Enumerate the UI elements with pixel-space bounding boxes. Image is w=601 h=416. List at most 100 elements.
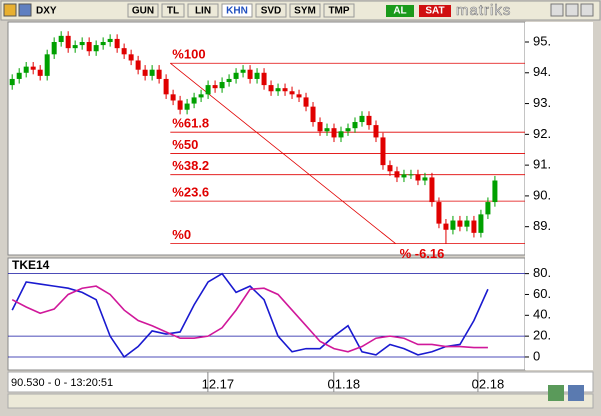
toolbar-button[interactable]: SVD bbox=[261, 6, 282, 17]
candle-body bbox=[408, 174, 414, 176]
toolbar-button[interactable]: SYM bbox=[294, 6, 316, 17]
candle-body bbox=[142, 69, 148, 76]
toolbar-button-bg[interactable] bbox=[187, 3, 219, 18]
candle-body bbox=[394, 171, 400, 178]
candle-body bbox=[268, 85, 274, 92]
candle-body bbox=[93, 45, 99, 52]
candle-body bbox=[289, 91, 295, 95]
candle-body bbox=[324, 128, 330, 132]
candle-body bbox=[261, 72, 267, 86]
candle-body bbox=[233, 72, 239, 79]
candle-body bbox=[212, 85, 218, 89]
sell-button-bg[interactable] bbox=[419, 5, 451, 17]
toolbar-button-bg[interactable] bbox=[323, 3, 355, 18]
toolbar-button-bg[interactable] bbox=[289, 3, 321, 18]
scrollbar[interactable] bbox=[7, 393, 594, 409]
y-tick-label: 0 bbox=[533, 348, 540, 363]
y-tick-label: 40. bbox=[533, 307, 551, 322]
y-tick-label: 90. bbox=[533, 187, 551, 202]
y-axis-area bbox=[525, 22, 593, 370]
y-tick-label: 80. bbox=[533, 265, 551, 280]
refresh-button[interactable] bbox=[548, 385, 564, 401]
y-tick-label: 93. bbox=[533, 95, 551, 110]
fib-label: %38.2 bbox=[172, 158, 209, 173]
candle-body bbox=[156, 69, 162, 79]
candle-body bbox=[198, 94, 204, 98]
symbol-icon[interactable] bbox=[18, 3, 32, 17]
candle-body bbox=[275, 88, 281, 92]
candle-body bbox=[16, 72, 22, 79]
candle-body bbox=[296, 94, 302, 98]
maximize-button[interactable] bbox=[565, 3, 579, 17]
candle-body bbox=[226, 78, 232, 83]
status: 90.530 - 0 - 13:20:51 bbox=[11, 377, 113, 389]
candle-body bbox=[205, 85, 211, 95]
y-tick-label: 89. bbox=[533, 218, 551, 233]
sell-button[interactable]: SAT bbox=[425, 6, 444, 17]
fib-label: %0 bbox=[172, 227, 191, 242]
indicator-line bbox=[11, 272, 489, 359]
y-tick-label: 94. bbox=[533, 64, 551, 79]
x-tick-label: 01.18 bbox=[328, 376, 361, 391]
toolbar-button-bg[interactable] bbox=[255, 3, 287, 18]
candle-body bbox=[9, 78, 15, 86]
candle-body bbox=[79, 42, 85, 46]
candle-body bbox=[331, 128, 337, 138]
menu-icon[interactable] bbox=[3, 3, 17, 17]
toolbar-button[interactable]: GUN bbox=[132, 6, 154, 17]
fib-label: %23.6 bbox=[172, 185, 209, 200]
candle-body bbox=[72, 45, 78, 49]
candle-body bbox=[345, 128, 351, 132]
buy-button[interactable]: AL bbox=[393, 6, 406, 17]
toolbar-button[interactable]: KHN bbox=[226, 6, 248, 17]
close-button[interactable] bbox=[580, 3, 594, 17]
candle-body bbox=[254, 72, 260, 79]
candle-body bbox=[65, 35, 71, 49]
candle-body bbox=[310, 106, 316, 123]
candle-body bbox=[177, 100, 183, 110]
buy-button-bg[interactable] bbox=[386, 5, 414, 17]
candle-body bbox=[37, 69, 43, 76]
toolbar-button[interactable]: TL bbox=[167, 6, 179, 17]
symbol[interactable]: DXY bbox=[36, 6, 57, 17]
candle-body bbox=[44, 54, 50, 76]
fib-extension-label: % -6.16 bbox=[400, 246, 445, 261]
candle-body bbox=[401, 174, 407, 178]
candle-body bbox=[247, 69, 253, 79]
y-tick-label: 91. bbox=[533, 157, 551, 172]
candle-body bbox=[149, 69, 155, 76]
candle-body bbox=[429, 177, 435, 203]
toolbar-button-bg[interactable] bbox=[127, 3, 159, 18]
candle-body bbox=[282, 88, 288, 92]
y-tick-label: 20. bbox=[533, 328, 551, 343]
y-tick-label: 92. bbox=[533, 126, 551, 141]
candle-body bbox=[303, 97, 309, 107]
candle-body bbox=[30, 66, 36, 70]
fib-label: %50 bbox=[172, 137, 198, 152]
x-tick-label: 02.18 bbox=[472, 376, 505, 391]
candle-body bbox=[163, 78, 169, 95]
candle-body bbox=[121, 48, 127, 55]
candle-body bbox=[191, 97, 197, 104]
logo: matriks bbox=[456, 2, 511, 19]
candle-body bbox=[86, 42, 92, 52]
candle-body bbox=[492, 180, 498, 203]
candle-body bbox=[387, 165, 393, 172]
x-tick-label: 12.17 bbox=[202, 376, 235, 391]
toolbar-button[interactable]: LIN bbox=[195, 6, 211, 17]
candle-body bbox=[51, 42, 57, 55]
toolbar-button-bg[interactable] bbox=[161, 3, 185, 18]
toolbar-button[interactable]: TMP bbox=[328, 6, 349, 17]
indicator-plot bbox=[7, 257, 526, 371]
candle-body bbox=[338, 131, 344, 138]
y-tick-label: 60. bbox=[533, 286, 551, 301]
fib-label: %61.8 bbox=[172, 116, 209, 131]
y-tick-label: 95. bbox=[533, 33, 551, 48]
toolbar-button-bg[interactable] bbox=[221, 3, 253, 18]
candle-body bbox=[478, 214, 484, 233]
minimize-button[interactable] bbox=[550, 3, 564, 17]
settings-button[interactable] bbox=[568, 385, 584, 401]
fib-label: %100 bbox=[172, 47, 205, 62]
